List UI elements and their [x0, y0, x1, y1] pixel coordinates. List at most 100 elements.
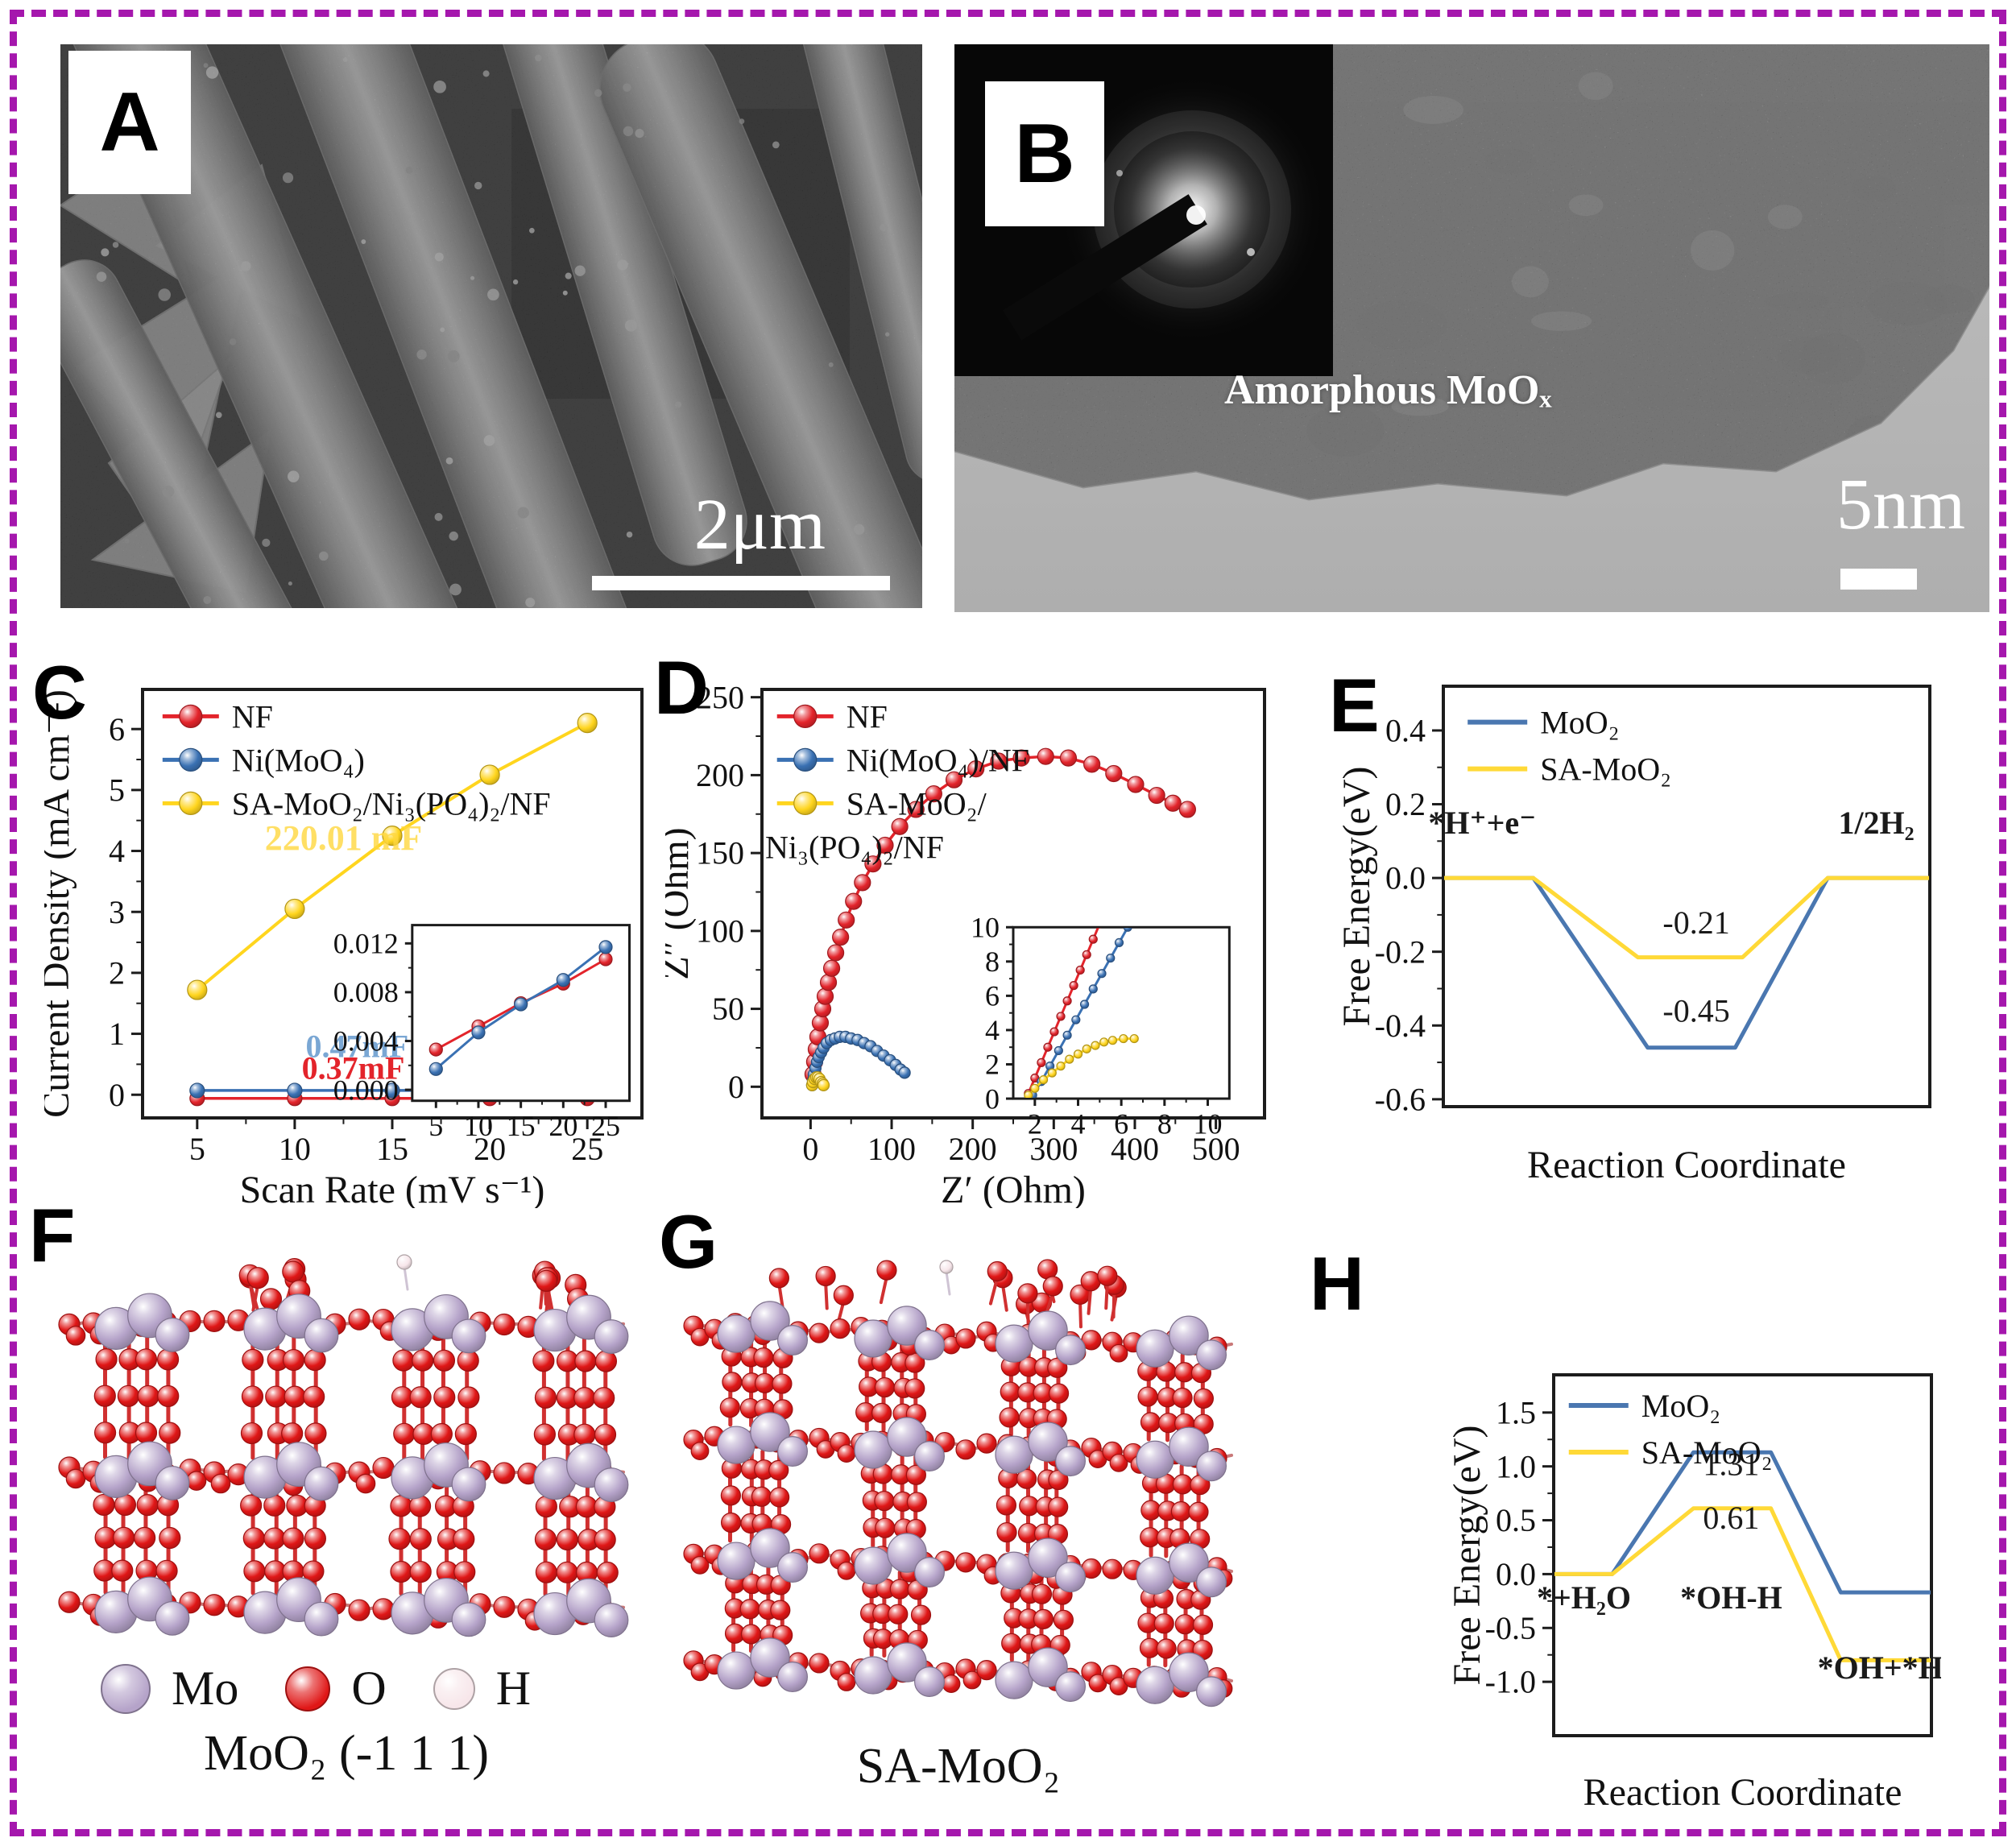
panel-f-label: F [29, 1193, 76, 1277]
svg-text:MoO₂: MoO₂ [1641, 1388, 1720, 1424]
svg-text:10: 10 [464, 1110, 493, 1142]
svg-text:2: 2 [109, 954, 125, 991]
panel-d-label: D [654, 645, 709, 730]
svg-text:-0.21: -0.21 [1662, 904, 1729, 941]
panel-a-sem-image: A 2μm [60, 44, 922, 608]
svg-text:5: 5 [109, 772, 125, 808]
panel-d-nyquist-chart: 0 100 200 300 400 500 0 50 100 150 200 250 Z′ (Ohm) Z… [654, 667, 1279, 1211]
svg-text:10: 10 [971, 912, 1000, 944]
svg-text:*OH+*H: *OH+*H [1818, 1649, 1941, 1686]
panel-b-scale-bar [1840, 569, 1917, 590]
svg-text:0.004: 0.004 [333, 1025, 399, 1058]
panel-c-label: C [32, 650, 87, 735]
svg-text:0.0: 0.0 [1496, 1556, 1536, 1592]
o-atom-icon [285, 1666, 331, 1711]
panel-a-scale-text: 2μm [693, 485, 826, 565]
svg-text:200: 200 [949, 1131, 997, 1167]
mo-atom-icon [101, 1663, 151, 1714]
svg-text:4: 4 [985, 1014, 1000, 1046]
svg-text:Ni(MoO₄)/NF: Ni(MoO₄)/NF [847, 742, 1029, 778]
svg-text:0: 0 [109, 1077, 125, 1113]
svg-text:20: 20 [549, 1110, 577, 1142]
svg-text:5: 5 [189, 1131, 205, 1167]
svg-text:0.012: 0.012 [333, 928, 399, 960]
panel-c-cdl-chart: 5 10 15 20 25 0 1 2 3 4 5 6 Scan Rate (mV s⁻¹) Curren… [35, 667, 655, 1211]
svg-text:1: 1 [109, 1016, 125, 1052]
svg-text:500: 500 [1192, 1131, 1240, 1167]
svg-text:Z′ (Ohm): Z′ (Ohm) [941, 1169, 1086, 1208]
svg-text:2: 2 [985, 1049, 1000, 1081]
panel-e-free-energy-chart: 0.4 0.2 0.0 -0.2 -0.4 -0.6 Reaction Coordinate… [1335, 667, 1939, 1186]
panel-b-scale-text: 5nm [1836, 465, 1965, 544]
o-atom-label: O [351, 1662, 387, 1715]
svg-text:-0.2: -0.2 [1375, 933, 1426, 970]
svg-text:250: 250 [696, 679, 744, 715]
svg-text:-0.4: -0.4 [1375, 1008, 1426, 1044]
svg-text:SA-MoO₂: SA-MoO₂ [1540, 751, 1671, 788]
svg-text:0.008: 0.008 [333, 976, 399, 1008]
svg-text:Ni₃(PO₄)₂/NF: Ni₃(PO₄)₂/NF [765, 829, 944, 865]
svg-text:-1.0: -1.0 [1485, 1664, 1536, 1700]
svg-text:10: 10 [279, 1131, 311, 1167]
svg-text:4: 4 [109, 833, 125, 869]
svg-text:-0.5: -0.5 [1485, 1610, 1536, 1646]
svg-text:0.4: 0.4 [1385, 713, 1426, 749]
svg-text:SA-MoO₂: SA-MoO₂ [1641, 1434, 1773, 1471]
svg-text:2: 2 [1028, 1107, 1042, 1140]
panel-g-caption: SA-MoO₂ [856, 1739, 1061, 1794]
panel-b-label: B [1014, 106, 1075, 201]
svg-text:50: 50 [712, 991, 744, 1027]
svg-text:100: 100 [696, 913, 744, 949]
svg-text:*H⁺+e⁻: *H⁺+e⁻ [1428, 805, 1536, 841]
svg-text:0.37mF: 0.37mF [302, 1050, 405, 1086]
panel-b-label-box: B [985, 81, 1104, 226]
svg-text:-0.45: -0.45 [1662, 993, 1729, 1029]
svg-text:0: 0 [802, 1131, 818, 1167]
svg-text:150: 150 [696, 835, 744, 871]
svg-text:Reaction Coordinate: Reaction Coordinate [1583, 1771, 1902, 1814]
svg-text:200: 200 [696, 757, 744, 793]
panel-h-free-energy-chart: 1.5 1.0 0.5 0.0 -0.5 -1.0 Reaction Coordinate F… [1446, 1357, 1944, 1816]
svg-text:1.5: 1.5 [1496, 1394, 1536, 1430]
panel-g-label: G [659, 1199, 718, 1284]
svg-text:1.31: 1.31 [1703, 1446, 1759, 1482]
svg-text:6: 6 [985, 980, 1000, 1012]
svg-text:300: 300 [1029, 1131, 1078, 1167]
svg-text:Current Density (mA cm⁻²): Current Density (mA cm⁻²) [44, 689, 77, 1118]
svg-text:0.5: 0.5 [1496, 1502, 1536, 1538]
panel-a-label: A [99, 75, 160, 169]
saed-diffraction-inset [954, 44, 1333, 376]
panel-a-label-box: A [68, 51, 191, 194]
panel-f-moo2-crystal-structure [58, 1254, 629, 1637]
svg-text:100: 100 [867, 1131, 916, 1167]
svg-text:25: 25 [571, 1131, 603, 1167]
svg-text:Scan Rate (mV s⁻¹): Scan Rate (mV s⁻¹) [240, 1169, 545, 1208]
svg-text:SA-MoO₂/: SA-MoO₂/ [847, 785, 987, 822]
svg-text:1.0: 1.0 [1496, 1448, 1536, 1484]
h-atom-label: H [495, 1662, 532, 1715]
svg-text:20: 20 [474, 1131, 506, 1167]
svg-text:Reaction Coordinate: Reaction Coordinate [1527, 1144, 1846, 1181]
svg-text:0.000: 0.000 [333, 1074, 399, 1106]
svg-text:15: 15 [376, 1131, 408, 1167]
panel-a-scale-bar [592, 576, 890, 590]
svg-text:Free Energy(eV): Free Energy(eV) [1339, 767, 1378, 1027]
svg-text:8: 8 [985, 946, 1000, 978]
svg-text:6: 6 [109, 711, 125, 747]
legend-item-h: H [433, 1661, 531, 1716]
svg-text:-0.6: -0.6 [1375, 1081, 1426, 1117]
svg-text:4: 4 [1070, 1107, 1085, 1140]
svg-text:1/2H₂: 1/2H₂ [1838, 805, 1914, 841]
svg-text:0: 0 [728, 1069, 744, 1105]
panel-f-caption: MoO₂ (-1 1 1) [204, 1726, 489, 1781]
svg-text:0.2: 0.2 [1385, 786, 1426, 822]
h-atom-icon [433, 1667, 475, 1710]
panel-b-tem-image: B Amorphous MoOₓ 5nm [954, 44, 1989, 612]
svg-text:3: 3 [109, 894, 125, 930]
svg-text:0: 0 [985, 1082, 1000, 1115]
svg-text:*+H₂O: *+H₂O [1537, 1579, 1631, 1616]
svg-text:6: 6 [1114, 1107, 1128, 1140]
svg-text:*OH-H: *OH-H [1680, 1579, 1782, 1616]
panel-h-label: H [1310, 1241, 1364, 1326]
svg-text:Z″ (Ohm): Z″ (Ohm) [665, 827, 697, 979]
